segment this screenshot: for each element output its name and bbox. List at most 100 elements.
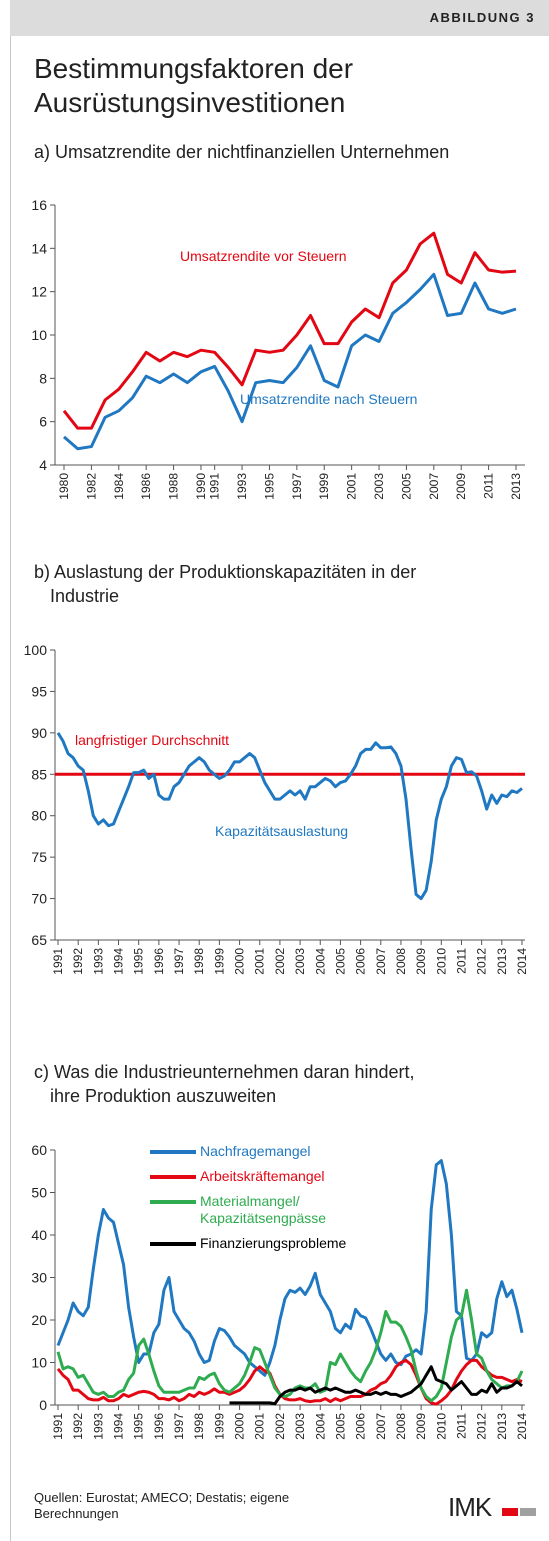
x-tick-label: 1993 — [235, 473, 249, 500]
x-tick-label: 1997 — [290, 473, 304, 500]
legend-label: Materialmangel/ Kapazitätsengpässe — [200, 1193, 327, 1226]
x-tick-label: 2007 — [374, 1413, 388, 1440]
x-tick-label: 1986 — [139, 473, 153, 500]
x-tick-label: 2006 — [354, 948, 368, 975]
x-tick-label: 1999 — [317, 473, 331, 500]
x-tick-label: 2002 — [273, 1413, 287, 1440]
x-tick-label: 2013 — [495, 948, 509, 975]
x-tick-label: 2012 — [475, 1413, 489, 1440]
x-tick-label: 2013 — [495, 1413, 509, 1440]
chart-c: 0 10 20 30 40 50 60 1991 1992 1993 1994 1995 1996 199… — [0, 1135, 549, 1475]
x-tick-label: 2001 — [253, 1413, 267, 1440]
series-line — [56, 1288, 524, 1403]
y-tick-label: 16 — [31, 197, 47, 213]
x-tick-label: 1991 — [51, 1413, 65, 1440]
legend-item: Nachfragemangel — [150, 1143, 346, 1160]
x-tick-label: 2014 — [515, 1413, 529, 1440]
series-line — [56, 732, 523, 901]
legend-swatch — [150, 1175, 196, 1179]
legend-label: Arbeitskräftemangel — [200, 1168, 325, 1184]
legend-swatch — [150, 1242, 196, 1246]
series-label: Umsatzrendite nach Steuern — [240, 391, 417, 407]
x-tick-label: 2002 — [273, 948, 287, 975]
chart-svg: 4 6 8 10 12 14 16 1980 1982 1984 1986 1988 1990 1991 1… — [31, 197, 525, 500]
x-tick-label: 1995 — [132, 948, 146, 975]
x-tick-label: 1995 — [262, 473, 276, 500]
x-tick-label: 2010 — [434, 948, 448, 975]
x-tick-label: 2001 — [345, 473, 359, 500]
y-tick-label: 14 — [31, 240, 47, 256]
x-tick-label: 1982 — [84, 473, 98, 500]
x-tick-label: 1990 — [194, 473, 208, 500]
series-label: Umsatzrendite vor Steuern — [180, 248, 347, 264]
x-tick-label: 1991 — [208, 473, 222, 500]
legend: Nachfragemangel Arbeitskräftemangel Materi… — [150, 1143, 346, 1260]
frame-line — [10, 0, 11, 1541]
x-tick-label: 2011 — [454, 1413, 468, 1439]
y-tick-label: 75 — [31, 849, 47, 865]
x-tick-label: 1994 — [112, 1413, 126, 1440]
x-tick-label: 2011 — [454, 948, 468, 974]
chart-a: 4 6 8 10 12 14 16 1980 1982 1984 1986 1988 1990 1991 1… — [0, 185, 549, 535]
x-tick-label: 1994 — [112, 948, 126, 975]
x-tick-label: 1992 — [71, 948, 85, 975]
x-tick-label: 2006 — [354, 1413, 368, 1440]
x-tick-label: 1996 — [152, 1413, 166, 1440]
legend-label: Finanzierungsprobleme — [200, 1235, 347, 1251]
y-tick-label: 90 — [31, 725, 47, 741]
figure-label: ABBILDUNG 3 — [429, 10, 535, 25]
x-tick-label: 1988 — [167, 473, 181, 500]
x-tick-label: 1980 — [57, 473, 71, 500]
x-tick-label: 2010 — [434, 1413, 448, 1440]
header-bar: ABBILDUNG 3 — [10, 0, 549, 36]
x-tick-label: 1993 — [91, 948, 105, 975]
chart-svg: 0 10 20 30 40 50 60 1991 1992 1993 1994 1995 1996 199… — [31, 1142, 529, 1440]
x-tick-label: 2008 — [394, 1413, 408, 1440]
y-tick-label: 10 — [31, 327, 47, 343]
legend-item: Arbeitskräftemangel — [150, 1168, 346, 1185]
legend-item: Finanzierungsprobleme — [150, 1235, 346, 1252]
x-tick-label: 1984 — [112, 473, 126, 500]
y-tick-label: 8 — [39, 370, 47, 386]
y-tick-label: 40 — [31, 1227, 47, 1243]
x-tick-label: 2009 — [414, 948, 428, 975]
x-tick-label: 2011 — [482, 473, 496, 499]
x-tick-label: 2013 — [509, 473, 523, 500]
series-line — [56, 1358, 523, 1406]
y-tick-label: 30 — [31, 1270, 47, 1286]
legend-swatch — [150, 1200, 196, 1204]
series-line — [62, 231, 517, 430]
logo-text: IMK — [448, 1492, 492, 1522]
x-tick-label: 1999 — [212, 948, 226, 975]
y-tick-label: 100 — [24, 642, 48, 658]
chart-title: a) Umsatzrendite der nichtfinanziellen U… — [34, 142, 450, 162]
x-tick-label: 2004 — [313, 948, 327, 975]
y-tick-label: 95 — [31, 683, 47, 699]
legend-item: Materialmangel/ Kapazitätsengpässe — [150, 1193, 346, 1227]
x-tick-label: 1998 — [192, 1413, 206, 1440]
y-tick-label: 70 — [31, 891, 47, 907]
x-tick-label: 2007 — [427, 473, 441, 500]
y-tick-label: 80 — [31, 808, 47, 824]
series-line — [63, 272, 517, 451]
x-tick-label: 2003 — [372, 473, 386, 500]
y-tick-label: 50 — [31, 1185, 47, 1201]
y-tick-label: 0 — [39, 1397, 47, 1413]
y-tick-label: 60 — [31, 1142, 47, 1158]
legend-swatch — [150, 1150, 196, 1154]
x-tick-label: 1998 — [192, 948, 206, 975]
x-tick-label: 2003 — [293, 948, 307, 975]
chart-svg: 65 70 75 80 85 90 95 100 1991 1992 1993 1994 1995 199… — [24, 642, 529, 975]
x-tick-label: 2012 — [475, 948, 489, 975]
logo-red-block — [502, 1508, 518, 1516]
y-tick-label: 4 — [39, 457, 47, 473]
series-label: Kapazitätsauslastung — [215, 823, 348, 839]
x-tick-label: 2004 — [313, 1413, 327, 1440]
y-tick-label: 10 — [31, 1355, 47, 1371]
series-line — [56, 1159, 524, 1377]
x-tick-label: 2001 — [253, 948, 267, 975]
y-tick-label: 85 — [31, 766, 47, 782]
x-tick-label: 1993 — [91, 1413, 105, 1440]
y-tick-label: 6 — [39, 414, 47, 430]
